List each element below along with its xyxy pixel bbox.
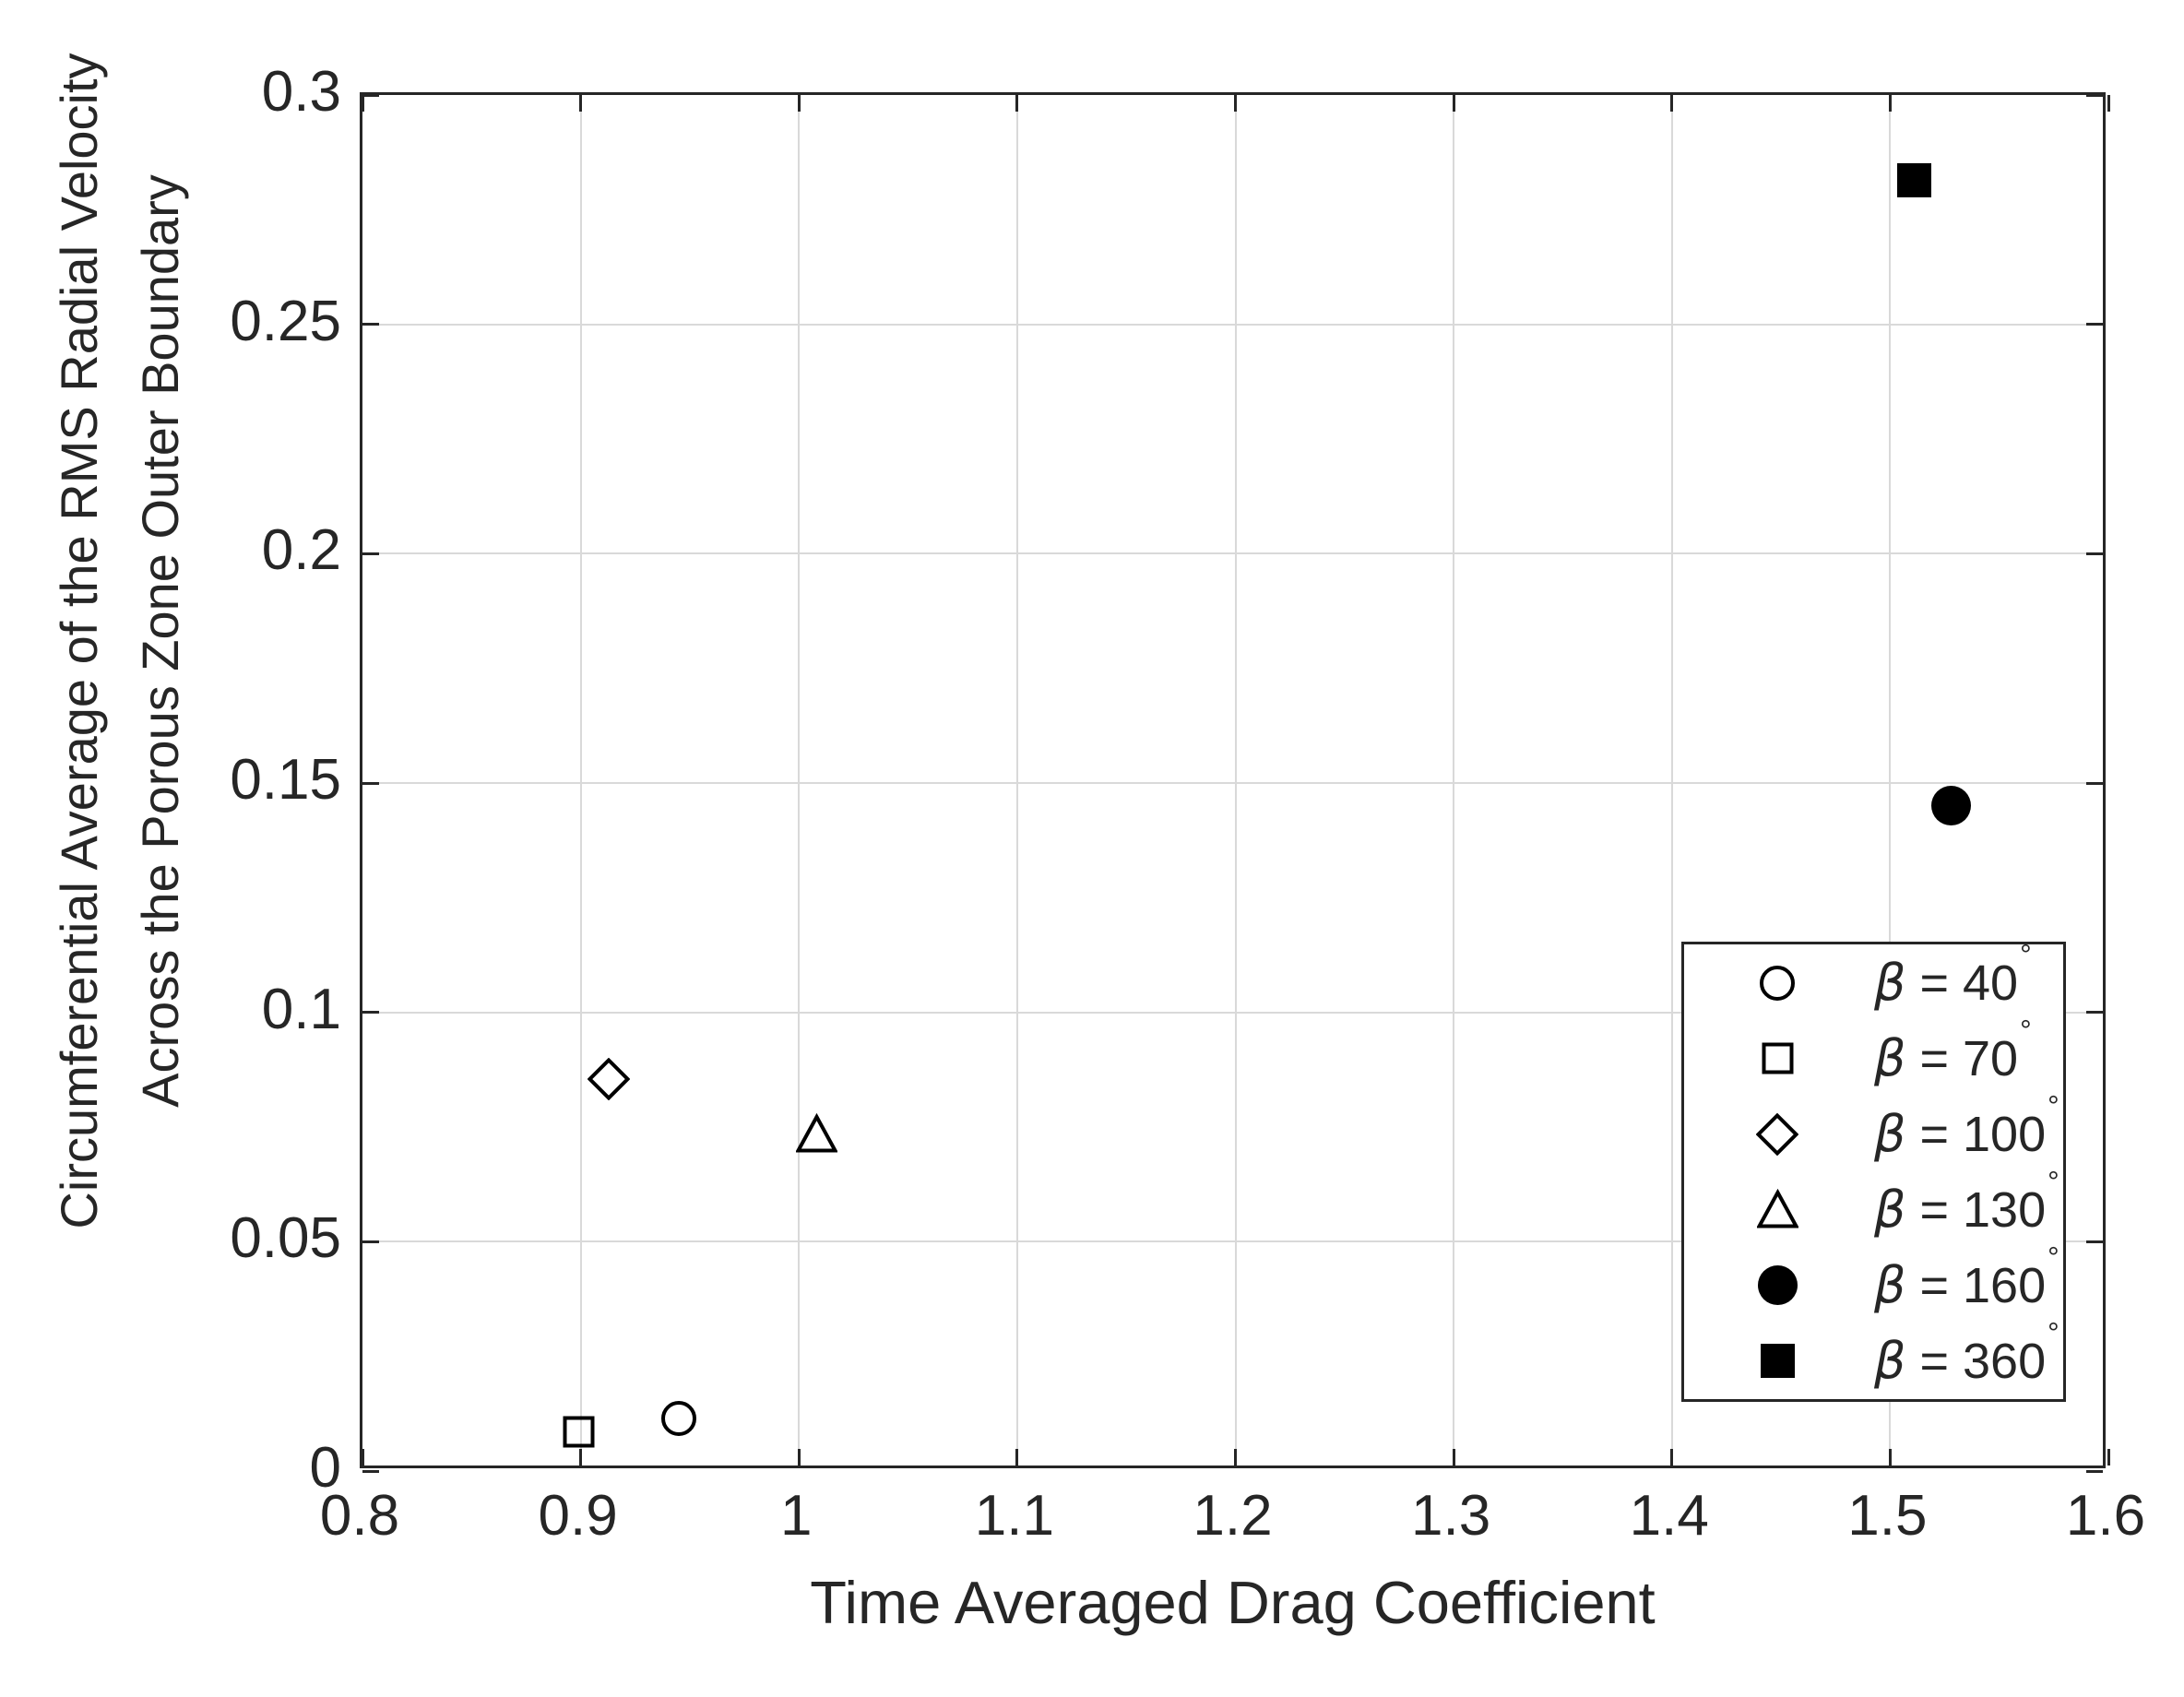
square-open-icon bbox=[1754, 1042, 1800, 1074]
x-tick-label: 1.1 bbox=[974, 1484, 1054, 1548]
x-gridline bbox=[1453, 95, 1455, 1466]
y-gridline bbox=[362, 1240, 2103, 1243]
y-tick-mark bbox=[2086, 1469, 2103, 1473]
legend-item-beta-100: β = 100° bbox=[1684, 1090, 2063, 1172]
y-axis-label: Circumferential Average of the RMS Radia… bbox=[39, 53, 201, 1228]
x-tick-mark bbox=[579, 1449, 583, 1466]
x-gridline bbox=[798, 95, 801, 1466]
x-tick-mark bbox=[1888, 1449, 1892, 1466]
x-tick-mark bbox=[1670, 95, 1674, 112]
y-tick-mark bbox=[362, 1011, 379, 1015]
y-tick-mark bbox=[362, 552, 379, 555]
x-tick-label: 1.5 bbox=[1847, 1484, 1928, 1548]
x-tick-mark bbox=[1234, 95, 1237, 112]
y-tick-mark bbox=[362, 781, 379, 785]
triangle-open-icon bbox=[1754, 1189, 1800, 1230]
y-tick-mark bbox=[362, 1240, 379, 1243]
x-tick-label: 1 bbox=[780, 1484, 813, 1548]
y-tick-label: 0 bbox=[309, 1436, 341, 1500]
x-gridline bbox=[1015, 95, 1018, 1466]
x-axis-label: Time Averaged Drag Coefficient bbox=[810, 1569, 1656, 1636]
x-gridline bbox=[1234, 95, 1237, 1466]
x-tick-mark bbox=[1015, 1449, 1019, 1466]
x-tick-label: 1.2 bbox=[1193, 1484, 1273, 1548]
legend-item-beta-70: β = 70° bbox=[1684, 1015, 2063, 1097]
data-point-beta-360 bbox=[1896, 162, 1931, 197]
y-tick-mark bbox=[362, 93, 379, 97]
y-gridline bbox=[362, 782, 2103, 784]
y-tick-label: 0.05 bbox=[230, 1206, 341, 1271]
legend-item-label: β = 160° bbox=[1874, 1241, 2059, 1314]
y-tick-mark bbox=[2086, 323, 2103, 326]
y-tick-label: 0.1 bbox=[261, 977, 341, 1041]
data-point-beta-40 bbox=[660, 1400, 697, 1437]
x-gridline bbox=[579, 95, 582, 1466]
x-tick-mark bbox=[797, 1449, 801, 1466]
y-gridline bbox=[362, 552, 2103, 555]
x-tick-mark bbox=[1888, 95, 1892, 112]
data-point-beta-70 bbox=[563, 1416, 595, 1448]
y-tick-label: 0.3 bbox=[261, 60, 341, 124]
x-tick-label: 0.8 bbox=[319, 1484, 400, 1548]
x-tick-mark bbox=[361, 95, 364, 112]
x-tick-mark bbox=[1234, 1449, 1237, 1466]
circle-open-icon bbox=[1754, 965, 1800, 1002]
x-gridline bbox=[1889, 95, 1892, 1466]
square-filled-icon bbox=[1754, 1344, 1800, 1378]
x-tick-label: 1.3 bbox=[1411, 1484, 1491, 1548]
y-tick-mark bbox=[362, 323, 379, 326]
x-tick-mark bbox=[2107, 95, 2110, 112]
y-tick-mark bbox=[2086, 1240, 2103, 1243]
x-tick-mark bbox=[1452, 1449, 1455, 1466]
legend: β = 40° β = 70° β = 100° β = 130° β = 160° β … bbox=[1681, 939, 2066, 1402]
legend-item-label: β = 70° bbox=[1874, 1015, 2032, 1087]
y-tick-mark bbox=[2086, 552, 2103, 555]
y-gridline bbox=[362, 323, 2103, 326]
legend-item-label: β = 130° bbox=[1874, 1166, 2059, 1239]
data-point-beta-130 bbox=[795, 1112, 837, 1155]
x-tick-mark bbox=[1670, 1449, 1674, 1466]
x-tick-mark bbox=[797, 95, 801, 112]
circle-filled-icon bbox=[1754, 1265, 1800, 1305]
legend-item-beta-130: β = 130° bbox=[1684, 1166, 2063, 1248]
data-point-beta-160 bbox=[1931, 786, 1972, 826]
y-tick-label: 0.15 bbox=[230, 748, 341, 812]
x-tick-mark bbox=[2107, 1449, 2110, 1466]
y-tick-label: 0.2 bbox=[261, 518, 341, 583]
y-gridline bbox=[362, 1011, 2103, 1014]
x-tick-mark bbox=[579, 95, 583, 112]
plot-area: β = 40° β = 70° β = 100° β = 130° β = 160° β … bbox=[360, 92, 2110, 1473]
x-tick-mark bbox=[1015, 95, 1019, 112]
legend-item-label: β = 40° bbox=[1874, 939, 2032, 1012]
x-tick-mark bbox=[1452, 95, 1455, 112]
x-tick-mark bbox=[361, 1449, 364, 1466]
diamond-open-icon bbox=[1754, 1112, 1800, 1156]
y-axis-label-line-1: Circumferential Average of the RMS Radia… bbox=[50, 53, 108, 1229]
legend-item-label: β = 360° bbox=[1874, 1317, 2059, 1390]
x-tick-label: 1.4 bbox=[1629, 1484, 1709, 1548]
y-tick-label: 0.25 bbox=[230, 289, 341, 353]
legend-item-beta-160: β = 160° bbox=[1684, 1241, 2063, 1323]
y-tick-mark bbox=[2086, 1011, 2103, 1015]
legend-item-beta-40: β = 40° bbox=[1684, 939, 2063, 1021]
y-tick-mark bbox=[362, 1469, 379, 1473]
y-tick-mark bbox=[2086, 781, 2103, 785]
y-axis-label-line-2: Across the Porous Zone Outer Boundary bbox=[131, 174, 189, 1108]
x-tick-label: 0.9 bbox=[538, 1484, 618, 1548]
y-tick-mark bbox=[2086, 93, 2103, 97]
legend-item-beta-360: β = 360° bbox=[1684, 1317, 2063, 1399]
data-point-beta-100 bbox=[588, 1057, 631, 1100]
x-tick-label: 1.6 bbox=[2065, 1484, 2146, 1548]
legend-item-label: β = 100° bbox=[1874, 1090, 2059, 1163]
x-gridline bbox=[1670, 95, 1673, 1466]
